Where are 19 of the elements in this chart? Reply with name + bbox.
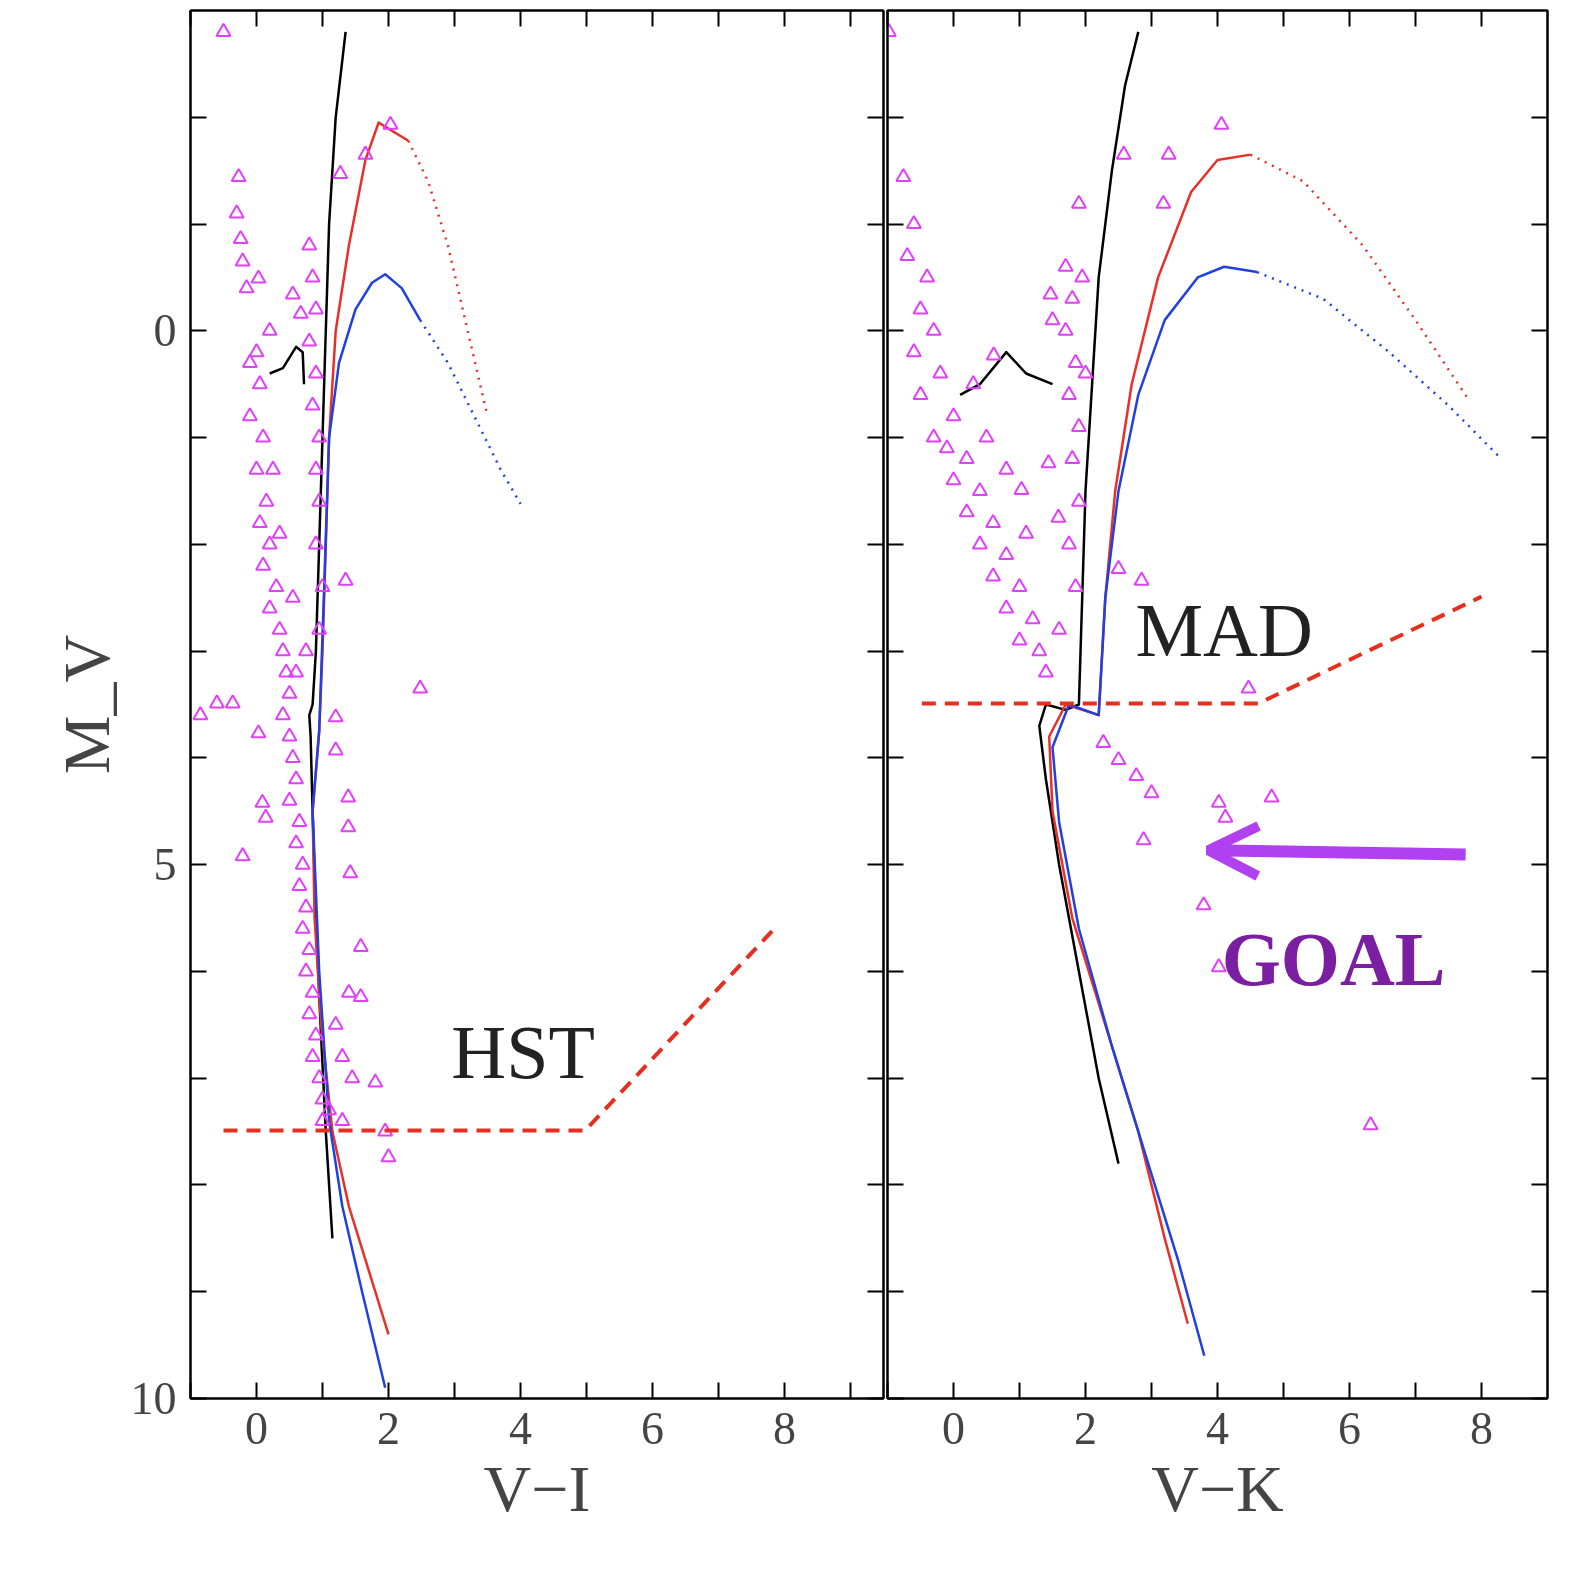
x-axis-title: V−I [483, 1451, 591, 1525]
y-tick-label: 5 [153, 839, 177, 891]
x-tick-label: 8 [773, 1402, 796, 1454]
x-tick-label: 6 [1338, 1402, 1361, 1454]
y-tick-label: 10 [130, 1373, 177, 1424]
annotation: MAD [1135, 587, 1313, 672]
x-tick-label: 6 [641, 1402, 664, 1454]
x-tick-label: 2 [1074, 1402, 1097, 1454]
x-tick-label: 0 [942, 1402, 965, 1454]
x-tick-label: 8 [1470, 1402, 1493, 1454]
x-tick-label: 4 [1206, 1402, 1229, 1454]
y-axis-title: M_V [49, 634, 123, 775]
x-tick-label: 2 [377, 1402, 400, 1454]
annotation: HST [451, 1009, 595, 1094]
x-axis-title: V−K [1151, 1451, 1284, 1525]
x-tick-label: 0 [245, 1402, 268, 1454]
annotation: GOAL [1221, 916, 1446, 1001]
x-tick-label: 4 [509, 1402, 532, 1454]
y-tick-label: 0 [153, 305, 177, 357]
